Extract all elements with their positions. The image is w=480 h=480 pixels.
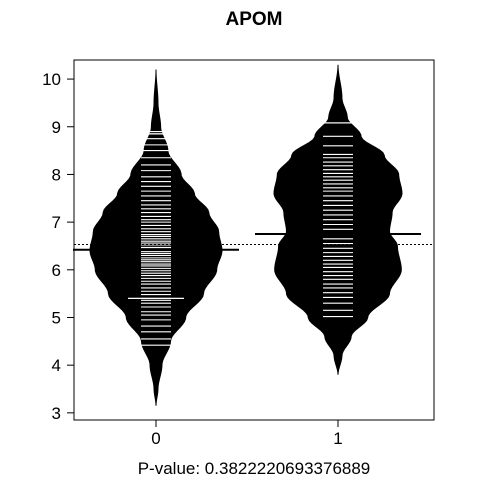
axes-layer: 3 4 5 6 7 8 9 10 0 1 (42, 70, 434, 448)
x-axis-label: P-value: 0.3822220693376889 (138, 459, 371, 478)
y-tick-label-5: 5 (52, 308, 61, 327)
y-tick-label-10: 10 (42, 70, 61, 89)
y-tick-label-6: 6 (52, 261, 61, 280)
plot-frame (73, 59, 435, 421)
x-tick-label-0: 0 (151, 429, 160, 448)
bean-0 (89, 69, 223, 406)
y-tick-label-9: 9 (52, 118, 61, 137)
chart-title: APOM (226, 9, 283, 30)
y-tick-label-7: 7 (52, 213, 61, 232)
y-tick-label-3: 3 (52, 404, 61, 423)
beans-layer (73, 64, 421, 406)
x-tick-label-1: 1 (333, 429, 342, 448)
y-tick-label-8: 8 (52, 165, 61, 184)
y-tick-label-4: 4 (52, 356, 61, 375)
